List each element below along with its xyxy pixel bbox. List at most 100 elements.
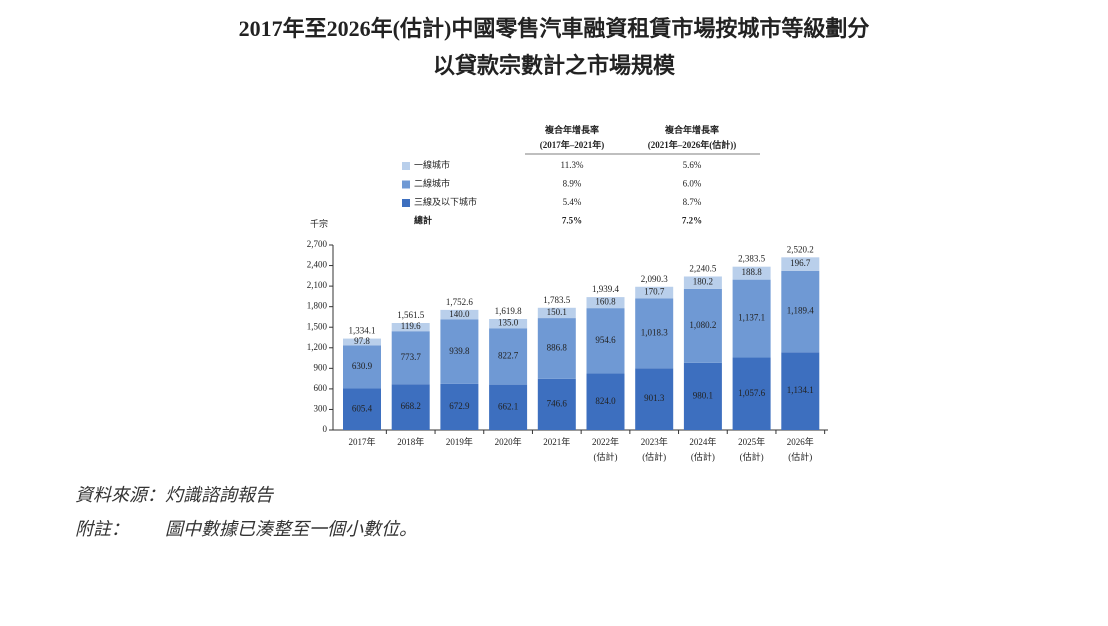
total-name: 總計 bbox=[414, 215, 432, 226]
cagr-value: 11.3% bbox=[561, 160, 584, 170]
cagr-value: 6.0% bbox=[683, 179, 702, 189]
y-tick-label: 600 bbox=[314, 383, 328, 393]
bar-segment bbox=[343, 388, 381, 430]
x-tick-label: 2017年 bbox=[348, 436, 375, 447]
x-tick-label: (估計) bbox=[740, 451, 764, 462]
value-label: 1,189.4 bbox=[787, 306, 815, 316]
cagr-value: 5.4% bbox=[563, 197, 582, 207]
total-label: 1,561.5 bbox=[397, 310, 425, 320]
value-label: 150.1 bbox=[547, 307, 567, 317]
total-label: 2,520.2 bbox=[787, 244, 814, 254]
cagr-value: 8.9% bbox=[563, 179, 582, 189]
value-label: 605.4 bbox=[352, 403, 373, 413]
note: 圖中數據已湊整至一個小數位。 bbox=[165, 519, 417, 539]
bar-segment bbox=[683, 276, 722, 289]
bar-segment bbox=[586, 308, 625, 374]
y-tick-label: 300 bbox=[314, 404, 328, 414]
total-label: 2,090.3 bbox=[641, 274, 669, 284]
y-tick-label: 0 bbox=[323, 424, 328, 434]
bar-segment bbox=[732, 279, 771, 358]
x-tick-label: 2023年 bbox=[641, 436, 668, 447]
total-label: 1,619.8 bbox=[495, 306, 523, 316]
bar-segment bbox=[635, 368, 674, 430]
y-tick-label: 1,800 bbox=[307, 301, 328, 311]
value-label: 1,018.3 bbox=[641, 327, 669, 337]
x-tick-label: (估計) bbox=[788, 451, 812, 462]
value-label: 196.7 bbox=[790, 258, 811, 268]
x-tick-label: (估計) bbox=[642, 451, 666, 462]
x-tick-label: (估計) bbox=[594, 451, 618, 462]
value-label: 668.2 bbox=[401, 401, 421, 411]
value-label: 901.3 bbox=[644, 393, 665, 403]
value-label: 140.0 bbox=[449, 309, 470, 319]
value-label: 662.1 bbox=[498, 401, 518, 411]
value-label: 630.9 bbox=[352, 361, 373, 371]
total-label: 1,334.1 bbox=[349, 326, 376, 336]
value-label: 824.0 bbox=[595, 396, 616, 406]
value-label: 1,137.1 bbox=[738, 313, 765, 323]
cagr-header: 複合年增長率 bbox=[544, 124, 599, 135]
value-label: 980.1 bbox=[693, 390, 713, 400]
value-label: 773.7 bbox=[401, 352, 422, 362]
value-label: 886.8 bbox=[547, 343, 568, 353]
bar-segment bbox=[732, 357, 771, 430]
bar-segment bbox=[781, 270, 820, 353]
value-label: 954.6 bbox=[595, 335, 616, 345]
y-tick-label: 1,200 bbox=[307, 342, 328, 352]
y-axis-label: 千宗 bbox=[310, 218, 328, 229]
legend-swatch bbox=[402, 162, 410, 170]
bar-segment bbox=[586, 297, 625, 309]
x-tick-label: (估計) bbox=[691, 451, 715, 462]
total-label: 1,783.5 bbox=[543, 295, 571, 305]
bar-segment bbox=[635, 286, 674, 299]
total-label: 2,240.5 bbox=[689, 264, 717, 274]
chart-title: 2017年至2026年(估計)中國零售汽車融資租賃市場按城市等級劃分 bbox=[239, 16, 870, 41]
value-label: 1,080.2 bbox=[689, 320, 716, 330]
bar-segment bbox=[440, 309, 479, 320]
source: 資料來源：灼識諮詢報告 bbox=[75, 485, 275, 505]
y-tick-label: 2,700 bbox=[307, 239, 328, 249]
total-label: 1,939.4 bbox=[592, 284, 620, 294]
value-label: 672.9 bbox=[449, 401, 470, 411]
chart-title: 以貸款宗數計之市場規模 bbox=[433, 53, 676, 78]
value-label: 170.7 bbox=[644, 287, 665, 297]
legend-label: 一線城市 bbox=[414, 159, 450, 170]
bar-segment bbox=[489, 328, 528, 385]
x-tick-label: 2021年 bbox=[543, 436, 570, 447]
bar-segment bbox=[343, 345, 381, 389]
value-label: 119.6 bbox=[401, 321, 421, 331]
bar-segment bbox=[586, 373, 625, 430]
y-tick-label: 2,400 bbox=[307, 260, 328, 270]
legend-swatch bbox=[402, 180, 410, 189]
total-label: 2,383.5 bbox=[738, 254, 766, 264]
cagr-total: 7.2% bbox=[682, 216, 702, 226]
x-tick-label: 2026年 bbox=[787, 436, 814, 447]
bar-segment bbox=[635, 298, 674, 369]
bar-segment bbox=[683, 288, 722, 363]
legend-label: 二線城市 bbox=[414, 178, 450, 189]
x-tick-label: 2020年 bbox=[495, 436, 522, 447]
value-label: 135.0 bbox=[498, 318, 519, 328]
bar-segment bbox=[343, 338, 381, 346]
bar-segment bbox=[489, 319, 528, 329]
value-label: 1,057.6 bbox=[738, 388, 766, 398]
y-tick-label: 2,100 bbox=[307, 280, 328, 290]
x-tick-label: 2018年 bbox=[397, 436, 424, 447]
bar-segment bbox=[391, 384, 430, 430]
bar-segment bbox=[391, 323, 430, 332]
value-label: 180.2 bbox=[693, 277, 713, 287]
y-tick-label: 1,500 bbox=[307, 321, 328, 331]
cagr-header: (2017年–2021年) bbox=[540, 139, 605, 150]
bar-segment bbox=[489, 384, 528, 430]
value-label: 939.8 bbox=[449, 346, 470, 356]
x-tick-label: 2022年 bbox=[592, 436, 619, 447]
bar-segment bbox=[683, 362, 722, 430]
legend-label: 三線及以下城市 bbox=[414, 196, 477, 207]
value-label: 188.8 bbox=[741, 267, 762, 277]
bar-segment bbox=[440, 383, 479, 430]
cagr-header: 複合年增長率 bbox=[664, 124, 719, 135]
x-tick-label: 2019年 bbox=[446, 436, 473, 447]
x-tick-label: 2025年 bbox=[738, 436, 765, 447]
value-label: 160.8 bbox=[595, 297, 616, 307]
